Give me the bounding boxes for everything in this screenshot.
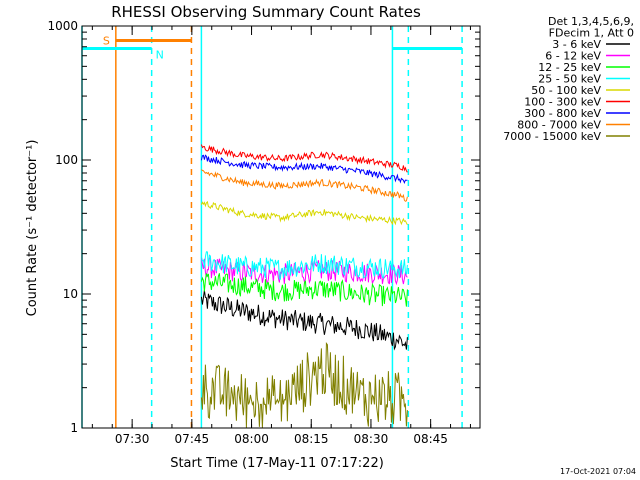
x-tick-label: 08:00 [234,432,269,446]
series-line [200,251,408,280]
legend-entry-label: 300 - 800 keV [524,107,601,120]
legend-entry-label: 6 - 12 keV [545,50,601,63]
y-tick-label: 100 [55,153,78,167]
x-tick-label: 08:45 [413,432,448,446]
series-line [200,341,408,429]
legend-header: Det 1,3,4,5,6,9, [548,15,634,28]
series-line [201,169,408,202]
axes: 1 10 100 1000 07:30 07:45 08:00 08:15 08:30 08:45 [47,19,481,446]
series-line [200,144,408,173]
x-tick-label: 07:45 [175,432,210,446]
y-tick-label: 1 [70,421,78,435]
annotation-label: S [103,34,110,47]
legend-entry-label: 12 - 25 keV [538,61,601,74]
series-line [200,290,408,351]
legend-entry-label: 800 - 7000 keV [517,119,601,132]
x-tick-label: 08:15 [294,432,329,446]
series-line [200,154,408,185]
legend-entry-label: 100 - 300 keV [524,96,601,109]
legend-entry-label: 50 - 100 keV [531,84,601,97]
legend-entry-label: 3 - 6 keV [552,38,601,51]
x-tick-label: 07:30 [115,432,150,446]
plot-area: SN [81,26,463,429]
footer-timestamp: 17-Oct-2021 07:04 [560,467,636,476]
series-line [200,273,408,307]
annotation-label: N [156,48,164,61]
x-axis-label: Start Time (17-May-11 07:17:22) [170,456,384,471]
legend-entry-label: 7000 - 15000 keV [503,130,601,143]
chart-title: RHESSI Observing Summary Count Rates [111,3,421,21]
plot-frame [81,25,481,429]
series-line [200,200,408,226]
y-tick-label: 10 [63,287,78,301]
y-tick-label: 1000 [47,19,78,33]
legend-entry-label: 25 - 50 keV [538,73,601,86]
legend: Det 1,3,4,5,6,9,FDecim 1, Att 03 - 6 keV… [503,15,634,143]
legend-header: FDecim 1, Att 0 [549,27,634,40]
x-tick-label: 08:30 [354,432,389,446]
y-axis-label: Count Rate (s⁻¹ detector⁻¹) [25,140,40,317]
